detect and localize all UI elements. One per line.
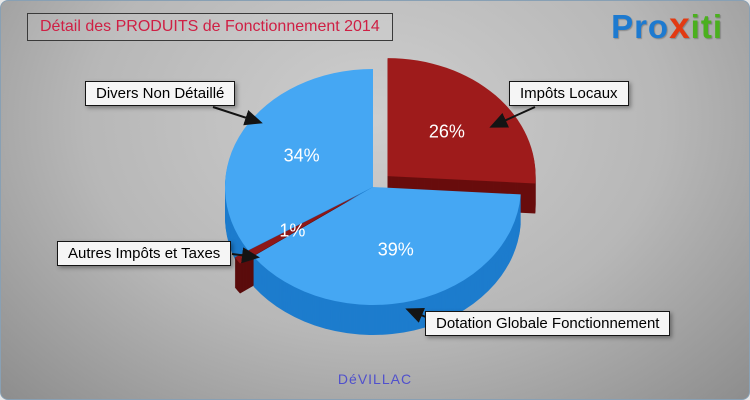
logo-text-iti: iti xyxy=(690,8,723,45)
slice-percent-label: 26% xyxy=(429,122,465,142)
pie-slice xyxy=(234,194,360,264)
chart-title: Détail des PRODUITS de Fonctionnement 20… xyxy=(40,18,380,35)
slice-label-divers-non-detaille: Divers Non Détaillé xyxy=(85,81,236,106)
brand-logo: Proxiti xyxy=(611,5,723,47)
footer-commune-label: DéVILLAC xyxy=(337,371,413,387)
slice-label-autres-impots-et-taxes: Autres Impôts et Taxes xyxy=(57,241,232,266)
logo-text-pro: Pro xyxy=(611,8,670,45)
pie-slice xyxy=(253,187,521,305)
logo-text-x: x xyxy=(669,5,691,46)
pie-slice xyxy=(387,58,536,184)
slice-percent-label: 39% xyxy=(378,239,414,259)
slice-label-impots-locaux: Impôts Locaux xyxy=(509,81,629,106)
slice-percent-label: 34% xyxy=(284,146,320,166)
slice-label-dotation-globale-fonctionnement: Dotation Globale Fonctionnement xyxy=(425,311,671,336)
slice-percent-label: 1% xyxy=(279,221,305,241)
chart-title-box: Détail des PRODUITS de Fonctionnement 20… xyxy=(27,13,393,41)
